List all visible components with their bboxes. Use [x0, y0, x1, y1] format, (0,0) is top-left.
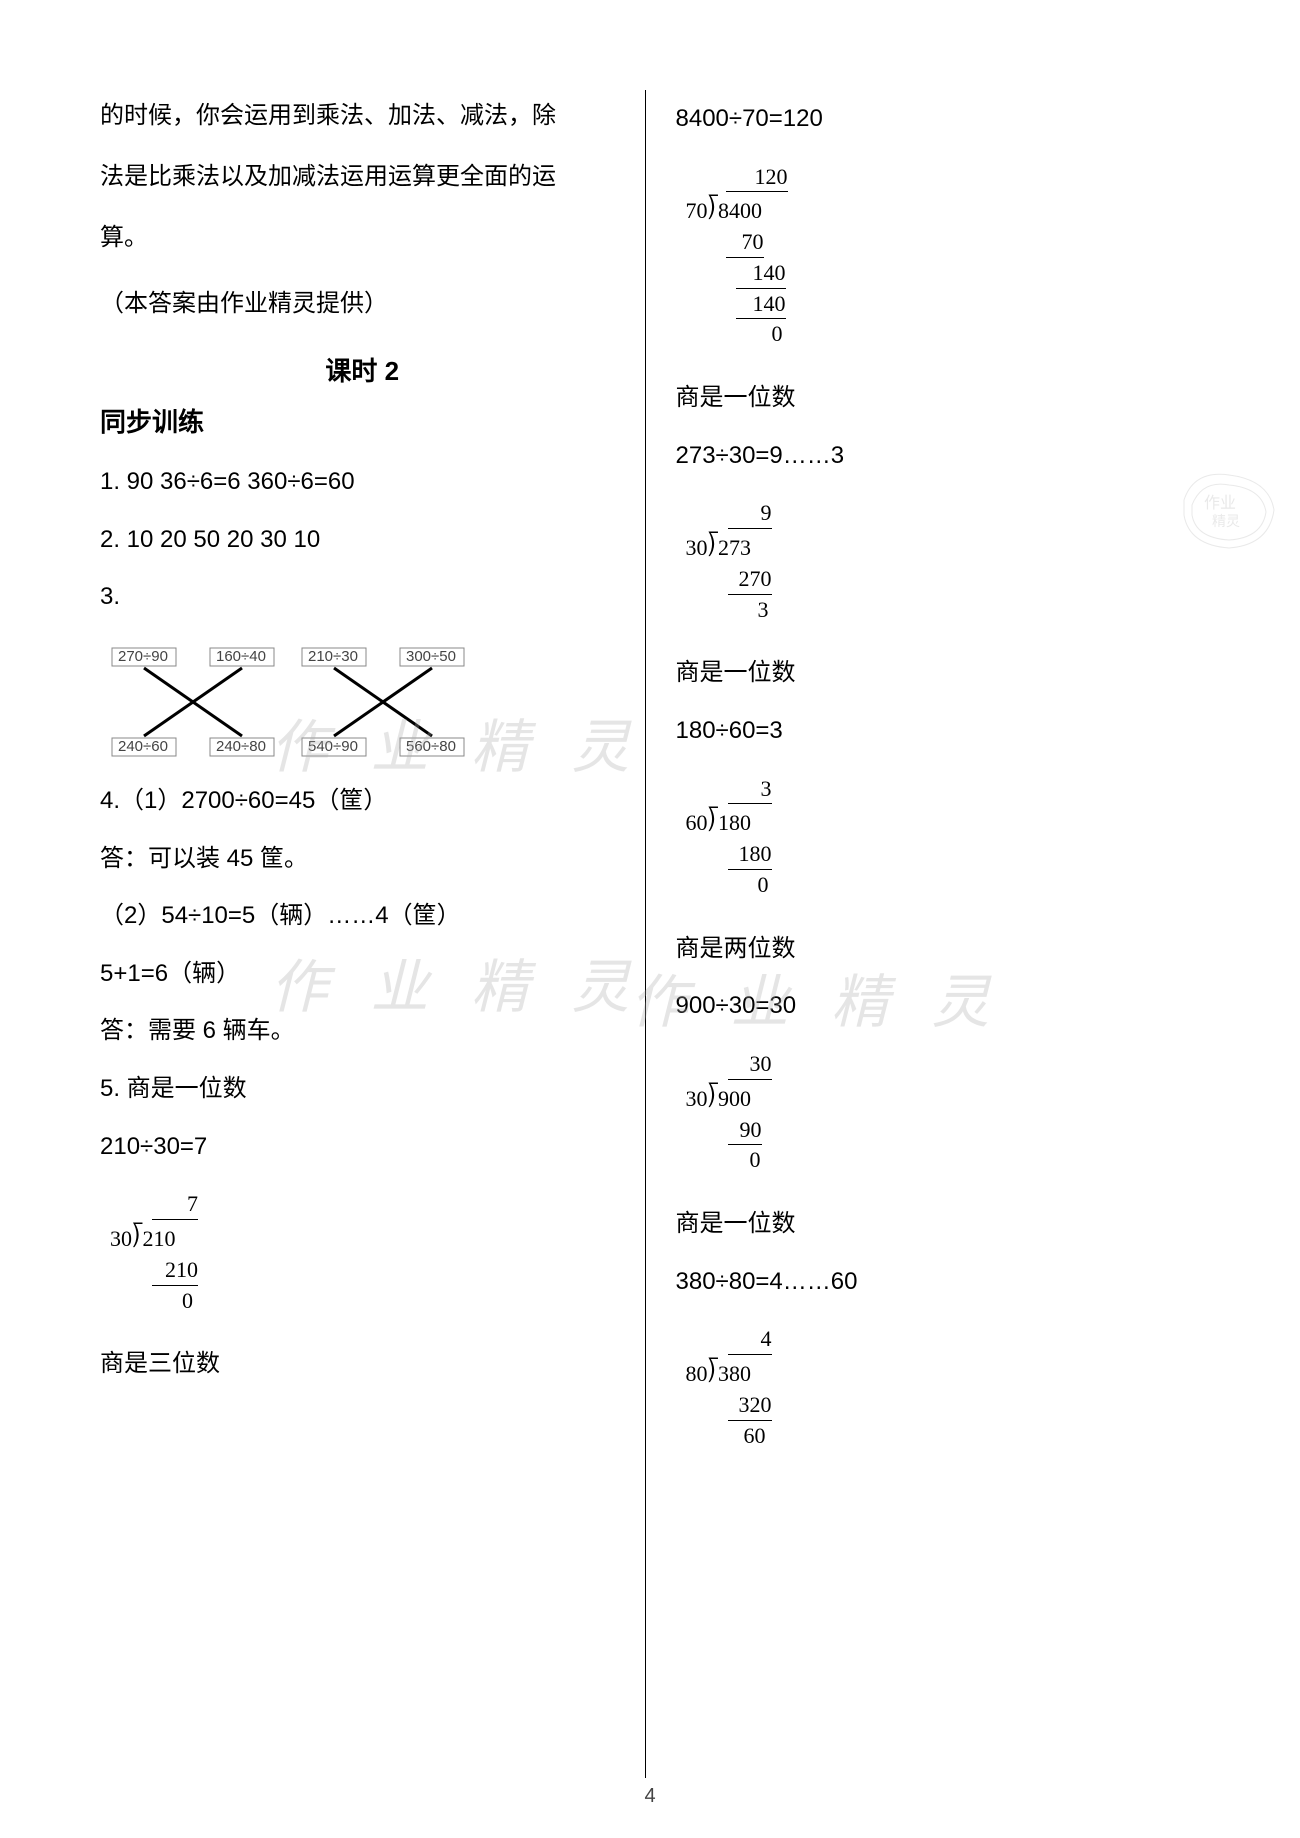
- question-4-2: （2）54÷10=5（辆）……4（筐）: [100, 887, 625, 945]
- ld-remainder: 0: [182, 1288, 193, 1313]
- page-number: 4: [0, 1785, 1300, 1808]
- right-column: 8400÷70=120 120 70⟌8400 70 140 140 0 商是一…: [646, 90, 1221, 1778]
- eq-8400-70: 8400÷70=120: [676, 90, 1201, 148]
- lesson-title: 课时 2: [100, 351, 625, 388]
- intro-line-1: 的时候，你会运用到乘法、加法、减法，除: [100, 90, 625, 143]
- label-1: 商是一位数: [676, 369, 1201, 427]
- longdiv-900-30: 30 30⟌900 90 0: [686, 1049, 1201, 1175]
- ld-quotient: 7: [152, 1189, 198, 1220]
- box-a1: 270÷90: [118, 648, 168, 665]
- box-a3: 240÷60: [118, 738, 168, 755]
- box-a4: 240÷80: [216, 738, 266, 755]
- eq-180-60: 180÷60=3: [676, 702, 1201, 760]
- question-5-label: 5. 商是一位数: [100, 1060, 625, 1118]
- ld-step1: 210: [152, 1255, 198, 1286]
- longdiv-180-60: 3 60⟌180 180 0: [686, 774, 1201, 900]
- label-3: 商是两位数: [676, 920, 1201, 978]
- left-column: 的时候，你会运用到乘法、加法、减法，除 法是比乘法以及加减法运用运算更全面的运 …: [80, 90, 646, 1778]
- box-b1: 210÷30: [308, 648, 358, 665]
- question-5-tail: 商是三位数: [100, 1335, 625, 1393]
- longdiv-210-30: 7 30⟌210 210 0: [110, 1189, 625, 1315]
- credit-line: （本答案由作业精灵提供）: [100, 278, 625, 331]
- page-container: 的时候，你会运用到乘法、加法、减法，除 法是比乘法以及加减法运用运算更全面的运 …: [0, 0, 1300, 1838]
- eq-273-30: 273÷30=9……3: [676, 427, 1201, 485]
- matching-figure: 270÷90 160÷40 240÷60 240÷80 210÷30 300÷5…: [110, 646, 625, 756]
- label-4: 商是一位数: [676, 1195, 1201, 1253]
- question-4-2-calc: 5+1=6（辆）: [100, 945, 625, 1003]
- intro-line-2: 法是比乘法以及加减法运用运算更全面的运: [100, 151, 625, 204]
- matching-svg: 270÷90 160÷40 240÷60 240÷80 210÷30 300÷5…: [110, 646, 470, 761]
- question-5-eq: 210÷30=7: [100, 1118, 625, 1176]
- box-b2: 300÷50: [406, 648, 456, 665]
- longdiv-273-30: 9 30⟌273 270 3: [686, 498, 1201, 624]
- intro-line-3: 算。: [100, 212, 625, 265]
- question-4-2-answer: 答：需要 6 辆车。: [100, 1002, 625, 1060]
- question-3: 3.: [100, 568, 625, 626]
- ld-dividend: 210: [142, 1226, 175, 1251]
- question-4-1: 4.（1）2700÷60=45（筐）: [100, 772, 625, 830]
- eq-380-80: 380÷80=4……60: [676, 1253, 1201, 1311]
- section-title: 同步训练: [100, 402, 625, 439]
- label-2: 商是一位数: [676, 644, 1201, 702]
- ld-divisor: 30: [110, 1226, 132, 1251]
- longdiv-380-80: 4 80⟌380 320 60: [686, 1324, 1201, 1450]
- box-a2: 160÷40: [216, 648, 266, 665]
- longdiv-8400-70: 120 70⟌8400 70 140 140 0: [686, 162, 1201, 350]
- question-1: 1. 90 36÷6=6 360÷6=60: [100, 453, 625, 511]
- eq-900-30: 900÷30=30: [676, 977, 1201, 1035]
- question-4-1-answer: 答：可以装 45 筐。: [100, 830, 625, 888]
- box-b3: 540÷90: [308, 738, 358, 755]
- box-b4: 560÷80: [406, 738, 456, 755]
- question-2: 2. 10 20 50 20 30 10: [100, 511, 625, 569]
